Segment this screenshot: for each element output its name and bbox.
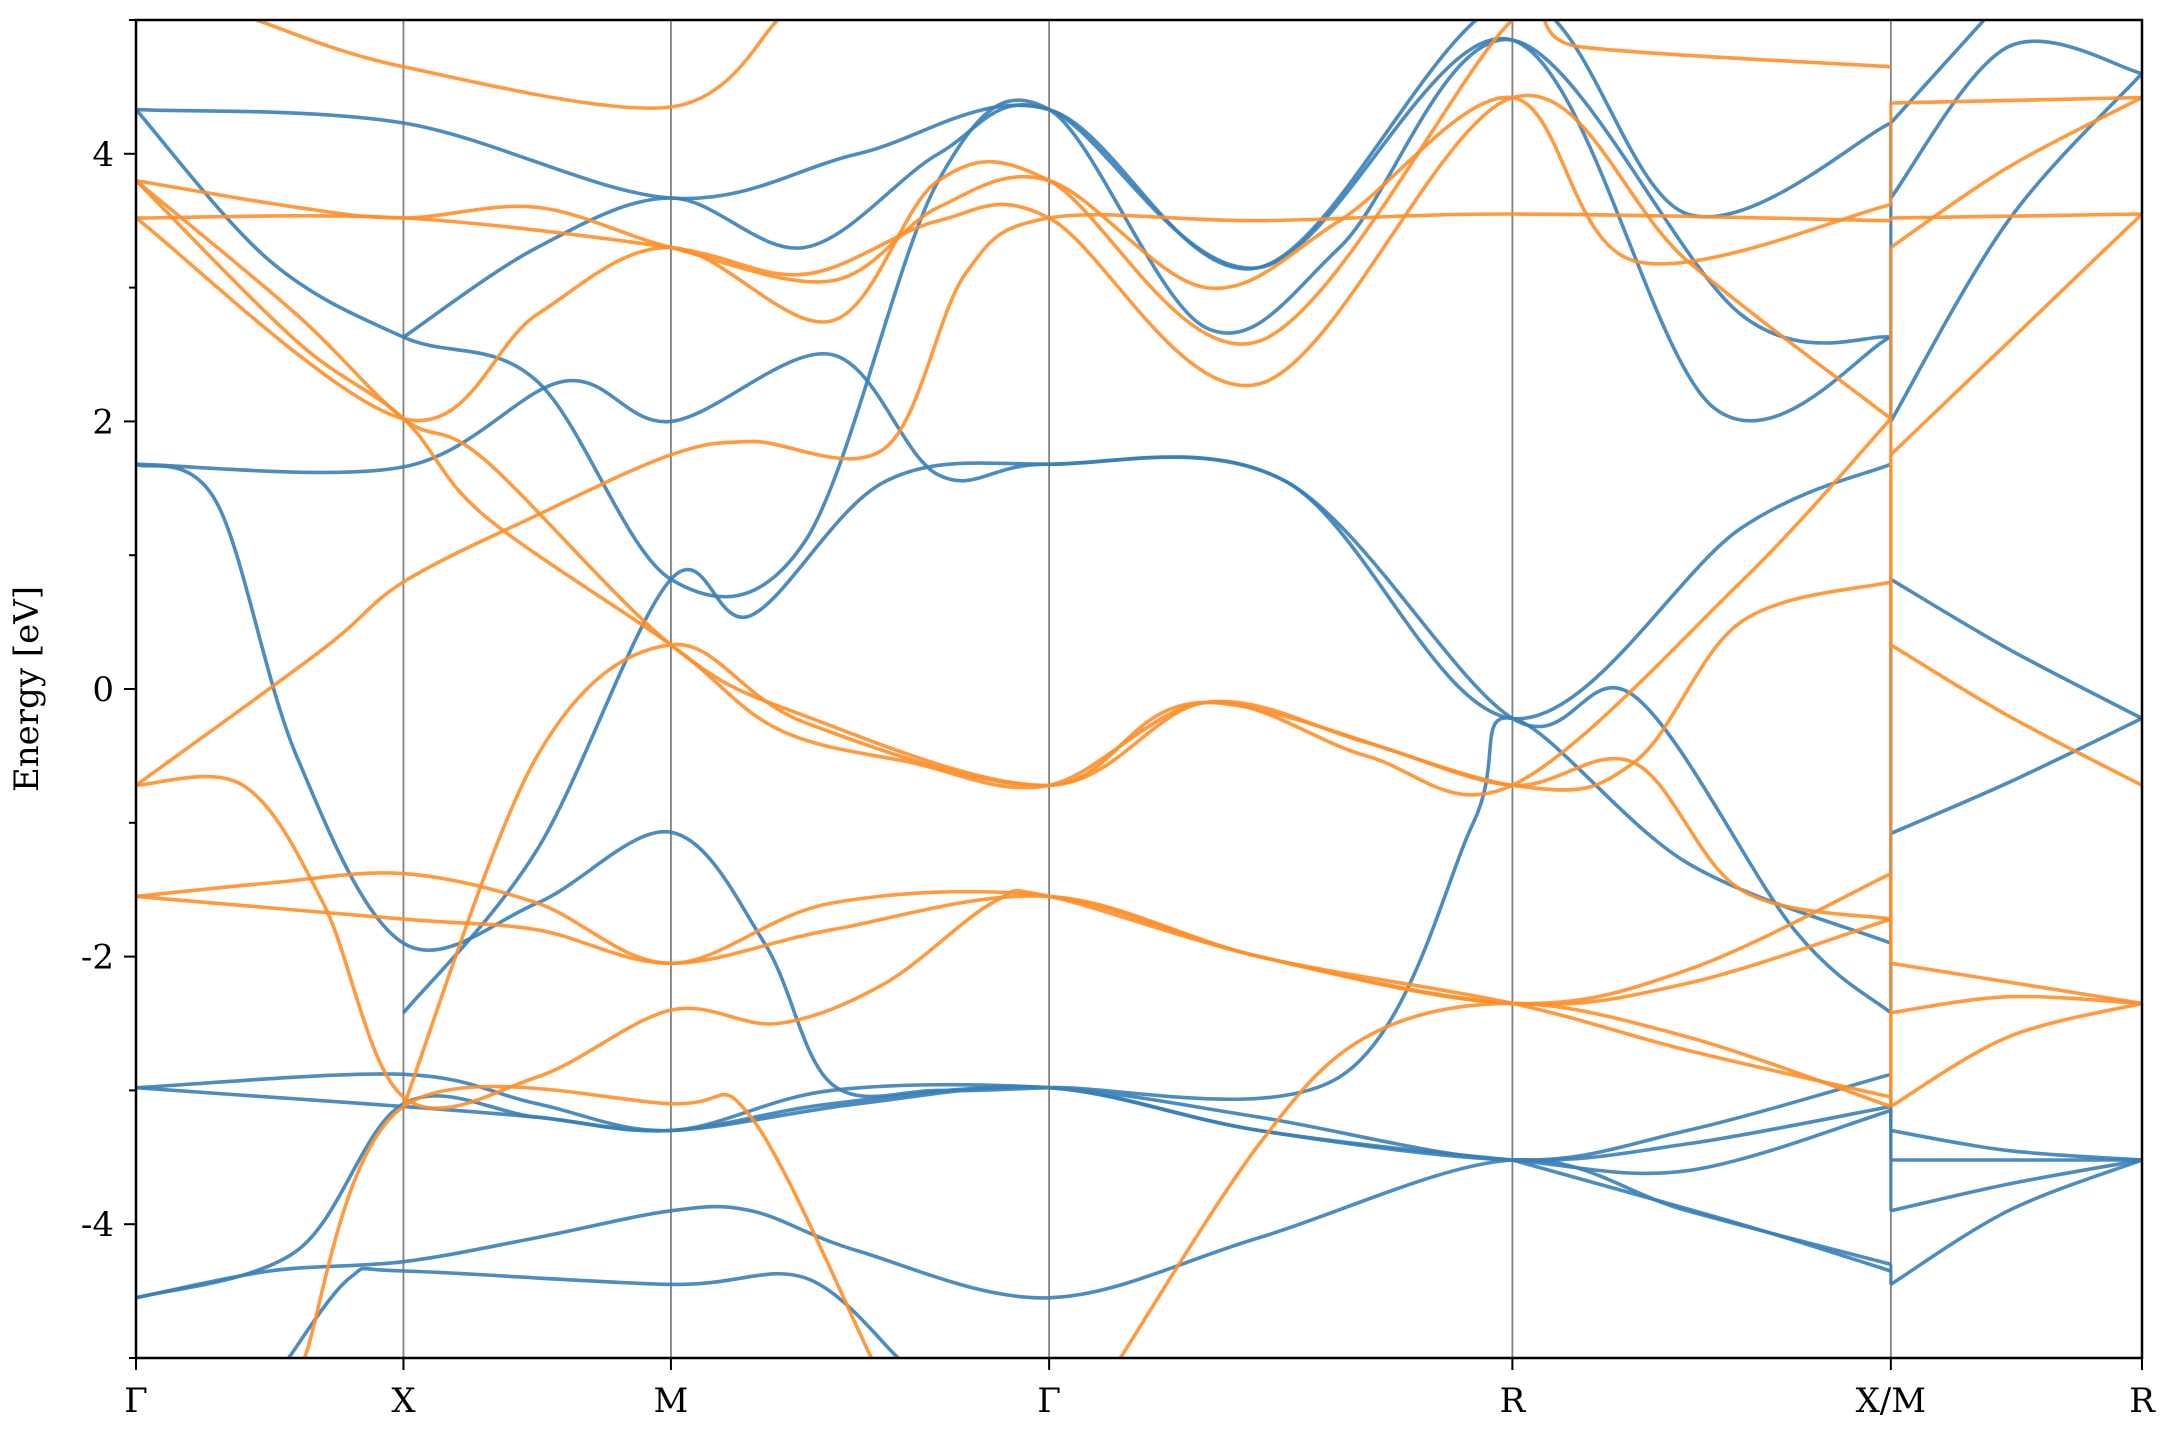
x-tick-label: M bbox=[654, 1381, 689, 1421]
band-line-0-0-0 bbox=[136, 1157, 1892, 1300]
band-line-1-7-0 bbox=[136, 93, 1892, 421]
y-tick-label: 4 bbox=[92, 135, 114, 175]
band-line-1-12-0 bbox=[1118, 1001, 1892, 1358]
band-line-1-9-0 bbox=[136, 20, 1891, 423]
x-tick-label: X/M bbox=[1856, 1381, 1926, 1421]
band-line-0-2-1 bbox=[1890, 1158, 2142, 1213]
band-line-0-10-1 bbox=[1889, 72, 2142, 423]
y-axis-ticks: -4 -2 0 2 4 bbox=[81, 19, 136, 1359]
band-line-0-2-0 bbox=[136, 1085, 1892, 1163]
band-line-1-4-0 bbox=[136, 179, 1893, 797]
band-line-1-11-0 bbox=[302, 1084, 874, 1358]
y-tick-label: -2 bbox=[81, 938, 114, 978]
band-line-1-5-1 bbox=[1889, 212, 2142, 457]
x-tick-label: Γ bbox=[1037, 1381, 1061, 1421]
band-line-0-11-0 bbox=[402, 36, 1892, 423]
x-axis-ticks: Γ X M Γ R X/M R bbox=[124, 1358, 2156, 1421]
band-line-0-3-0 bbox=[136, 1072, 1892, 1162]
band-line-0-0-1 bbox=[1889, 1158, 2142, 1286]
band-line-1-10-0 bbox=[255, 20, 780, 110]
band-line-0-9-1 bbox=[1889, 39, 2142, 200]
band-line-1-0-1 bbox=[1890, 994, 2142, 1015]
band-line-0-8-0 bbox=[402, 455, 1892, 1015]
y-tick-label: -4 bbox=[81, 1205, 114, 1245]
band-line-0-8-1 bbox=[1889, 577, 2142, 720]
band-line-1-4-1 bbox=[1889, 643, 2142, 787]
band-line-1-3-1 bbox=[1889, 1001, 2142, 1109]
band-line-0-11-1 bbox=[1889, 20, 1987, 125]
y-tick-label: 0 bbox=[92, 670, 114, 710]
band-line-0-1-1 bbox=[1890, 1128, 2142, 1162]
x-tick-label: X bbox=[391, 1381, 416, 1421]
x-tick-label: R bbox=[1500, 1381, 1527, 1421]
x-tick-label: Γ bbox=[124, 1381, 148, 1421]
x-tick-label: R bbox=[2129, 1381, 2156, 1421]
band-line-0-5-0 bbox=[1511, 1158, 1892, 1273]
band-line-0-4-0 bbox=[287, 1266, 900, 1358]
band-line-0-6-1 bbox=[1890, 716, 2142, 836]
band-line-1-8-1 bbox=[1890, 95, 2142, 105]
band-line-1-7-1 bbox=[1889, 96, 2142, 249]
band-line-1-3-0 bbox=[136, 894, 1892, 1007]
band-line-1-8-0 bbox=[136, 95, 1892, 291]
y-tick-label: 2 bbox=[92, 402, 114, 442]
band-line-0-7-0 bbox=[136, 351, 1892, 721]
band-line-0-10-0 bbox=[136, 38, 1892, 599]
band-line-0-1-0 bbox=[136, 1085, 1892, 1300]
band-line-1-2-1 bbox=[1890, 961, 2142, 1006]
band-line-0-9-0 bbox=[136, 20, 1892, 271]
y-axis-label: Energy [eV] bbox=[7, 586, 47, 792]
band-curves bbox=[136, 20, 2142, 1358]
band-line-1-6-0 bbox=[401, 580, 1892, 1108]
band-line-1-1-1 bbox=[1890, 212, 2142, 220]
band-line-1-5-0 bbox=[136, 179, 1892, 921]
band-line-0-6-0 bbox=[136, 462, 1892, 1102]
band-line-1-1-0 bbox=[136, 212, 1891, 787]
band-line-1-2-0 bbox=[136, 871, 1892, 1006]
